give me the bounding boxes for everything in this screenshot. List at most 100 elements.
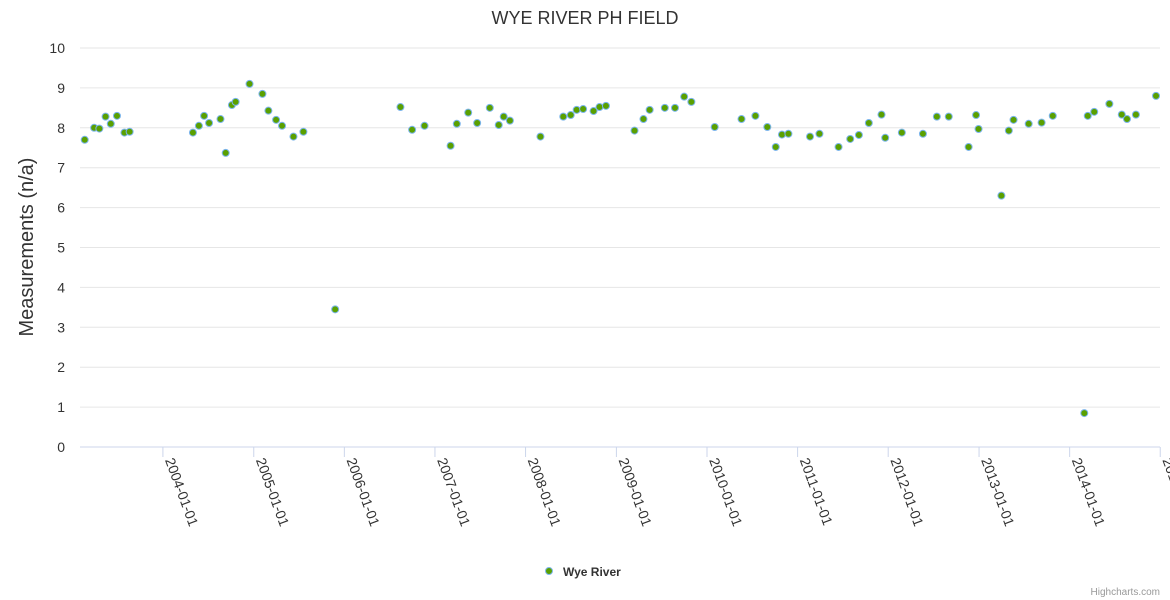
data-point[interactable] [1024,119,1033,128]
data-point[interactable] [1080,409,1089,418]
data-point[interactable] [601,101,610,110]
legend-marker[interactable] [545,567,553,575]
data-point[interactable] [687,97,696,106]
data-point[interactable] [815,129,824,138]
grid-lines [80,47,1160,408]
y-tick-label: 5 [57,240,65,256]
data-point[interactable] [589,107,598,116]
data-point[interactable] [645,105,654,114]
data-point[interactable] [771,142,780,151]
legend-label[interactable]: Wye River [563,565,621,579]
data-point[interactable] [499,112,508,121]
data-point[interactable] [473,119,482,128]
data-point[interactable] [972,111,981,120]
data-point[interactable] [505,116,514,125]
data-point[interactable] [194,121,203,130]
data-point[interactable] [536,132,545,141]
data-point[interactable] [396,103,405,112]
data-point[interactable] [112,111,121,120]
data-point[interactable] [680,92,689,101]
data-point[interactable] [932,112,941,121]
data-point[interactable] [231,97,240,106]
data-point[interactable] [670,103,679,112]
data-point[interactable] [1090,107,1099,116]
x-tick-label: 2010-01-01 [706,456,746,529]
data-point[interactable] [452,119,461,128]
data-point[interactable] [1122,115,1131,124]
data-point[interactable] [877,110,886,119]
data-point[interactable] [763,123,772,132]
data-point[interactable] [854,130,863,139]
data-point[interactable] [897,128,906,137]
data-point[interactable] [1083,111,1092,120]
y-axis-label: Measurements (n/a) [16,158,38,337]
data-point[interactable] [1009,115,1018,124]
data-point[interactable] [289,132,298,141]
data-point[interactable] [272,115,281,124]
data-point[interactable] [188,128,197,137]
data-point[interactable] [710,123,719,132]
data-point[interactable] [200,111,209,120]
data-point[interactable] [579,105,588,114]
y-axis-ticks: 0 1 2 3 4 5 6 7 8 9 10 [49,40,65,455]
data-point[interactable] [245,79,254,88]
data-point[interactable] [864,119,873,128]
y-tick-label: 8 [57,120,65,136]
data-point[interactable] [974,124,983,133]
data-point[interactable] [1048,111,1057,120]
data-point[interactable] [559,112,568,121]
data-point[interactable] [1117,110,1126,119]
data-point[interactable] [751,111,760,120]
y-tick-label: 4 [57,279,65,295]
x-tick-label: 2008-01-01 [525,456,565,529]
data-point[interactable] [1004,126,1013,135]
data-point[interactable] [216,115,225,124]
y-tick-label: 9 [57,80,65,96]
data-point[interactable] [1131,110,1140,119]
data-point[interactable] [944,112,953,121]
data-point[interactable] [299,127,308,136]
x-tick-label: 2004-01-01 [162,456,202,529]
data-point[interactable] [264,106,273,115]
data-point[interactable] [420,121,429,130]
data-point[interactable] [997,191,1006,200]
data-point[interactable] [485,103,494,112]
data-point[interactable] [446,141,455,150]
data-point[interactable] [125,127,134,136]
data-point[interactable] [278,121,287,130]
data-point[interactable] [572,105,581,114]
data-point[interactable] [784,129,793,138]
data-point[interactable] [881,133,890,142]
data-point[interactable] [408,125,417,134]
data-point[interactable] [777,130,786,139]
legend[interactable]: Wye River [545,565,622,579]
data-point[interactable] [106,119,115,128]
data-point[interactable] [464,108,473,117]
x-tick-label: 2009-01-01 [616,456,656,529]
y-tick-label: 3 [57,319,65,335]
data-point[interactable] [258,89,267,98]
data-point[interactable] [494,121,503,130]
data-point[interactable] [630,126,639,135]
data-point[interactable] [834,142,843,151]
data-point[interactable] [80,135,89,144]
data-point[interactable] [95,124,104,133]
data-point[interactable] [101,112,110,121]
data-point[interactable] [1037,118,1046,127]
data-point[interactable] [639,115,648,124]
credits-link[interactable]: Highcharts.com [1091,587,1160,598]
data-point[interactable] [846,134,855,143]
data-point[interactable] [566,111,575,120]
data-point[interactable] [595,103,604,112]
data-point[interactable] [1152,91,1161,100]
data-point[interactable] [737,115,746,124]
data-point[interactable] [918,129,927,138]
data-point[interactable] [331,305,340,314]
data-point[interactable] [806,132,815,141]
data-point[interactable] [205,119,214,128]
data-point[interactable] [221,148,230,157]
data-point[interactable] [964,142,973,151]
data-point[interactable] [660,103,669,112]
data-point[interactable] [1105,99,1114,108]
